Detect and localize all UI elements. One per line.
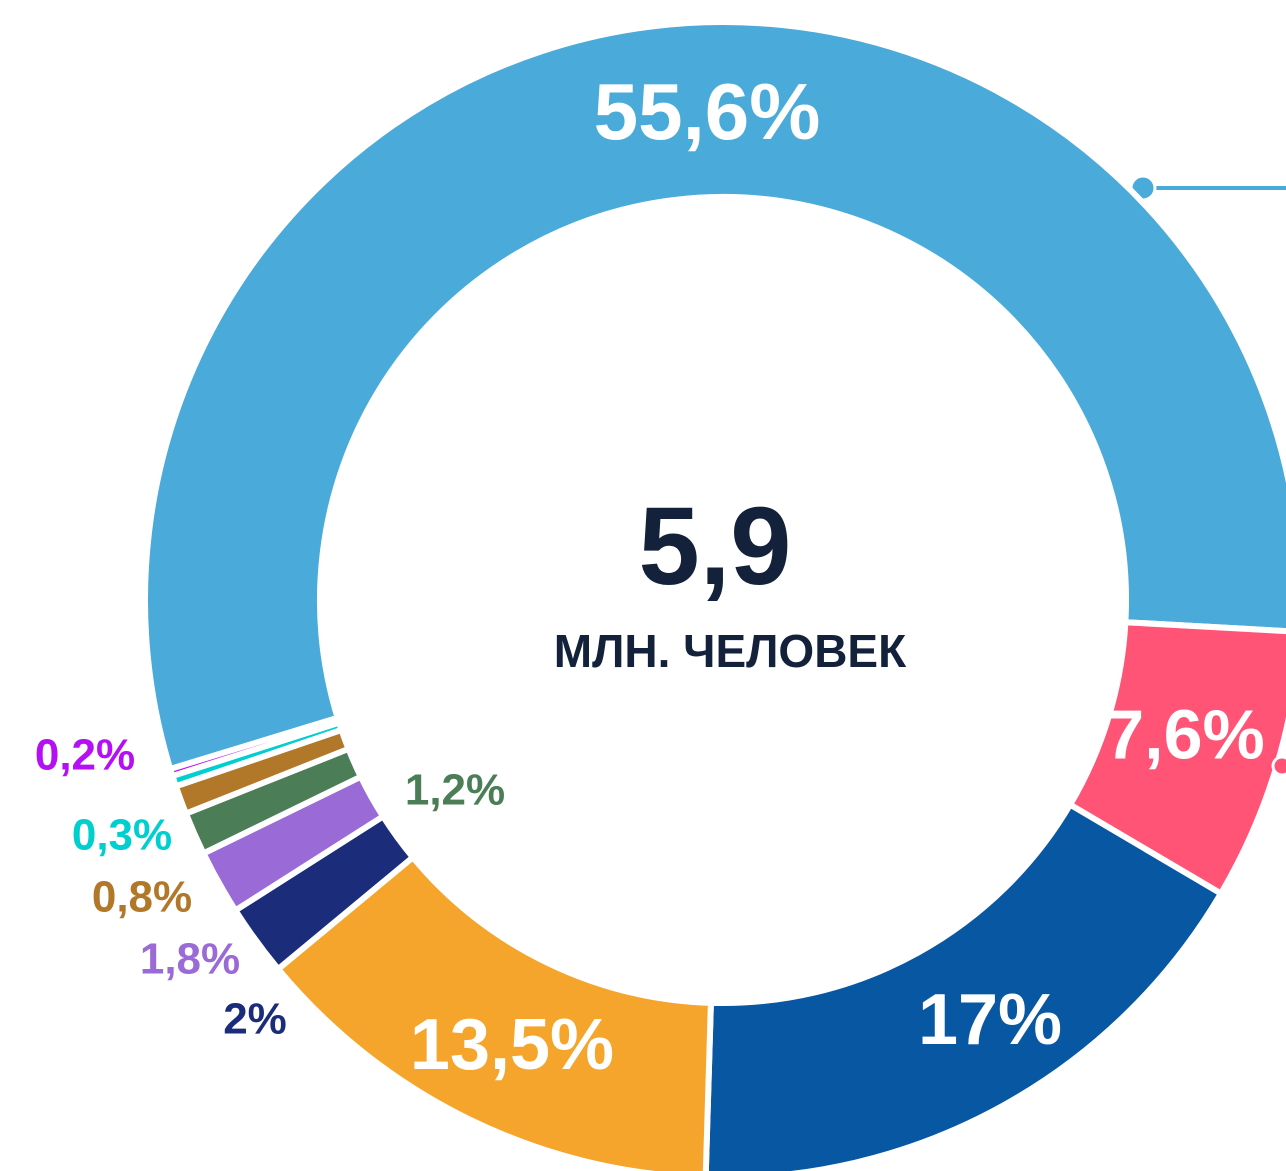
segment [167,714,343,779]
segment [702,801,1224,1171]
value-label: 13,5% [410,1005,614,1085]
value-label: 1,2% [405,766,505,815]
segment [142,18,1286,772]
leader-dot [1271,755,1286,777]
value-label: 0,2% [35,731,135,780]
value-label: 1,8% [140,935,240,984]
value-label: 0,3% [72,811,172,860]
center-unit: МЛН. ЧЕЛОВЕК [554,625,907,677]
value-label: 17% [918,980,1062,1060]
center-value: 5,9 [639,485,792,608]
value-label: 0,8% [92,873,192,922]
value-label: 2% [223,995,287,1044]
ring [142,18,1286,1171]
value-label: 7,6% [1105,695,1265,773]
labels: 55,6% 7,6% 17% 13,5% 2% 1,8% 1,2% 0,8% 0,3% 0,2% [35,67,1265,1085]
value-label: 55,6% [594,67,821,156]
